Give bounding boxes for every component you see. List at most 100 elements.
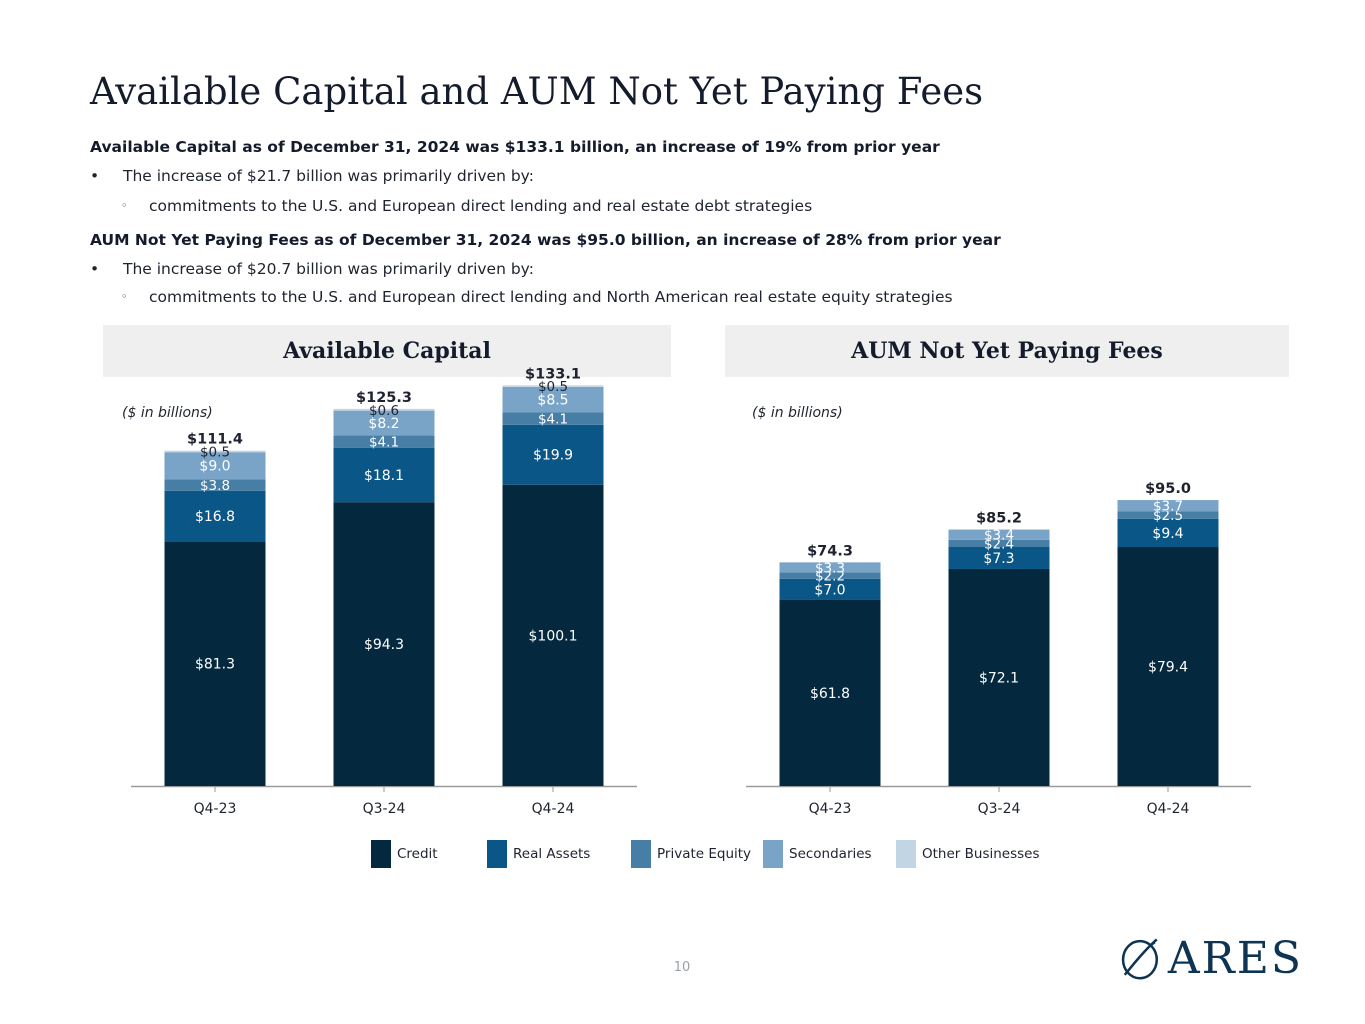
legend-item-credit: Credit (371, 840, 438, 868)
available-capital-bar-label-private-equity: $4.1 (369, 435, 399, 451)
legend-swatch (631, 840, 651, 868)
legend-swatch (371, 840, 391, 868)
available-capital-total-label: $111.4 (187, 432, 243, 448)
available-capital-bar-secondaries (502, 386, 604, 413)
available-capital-bullet: • The increase of $21.7 billion was prima… (90, 167, 534, 185)
available-capital-bar-private-equity (502, 412, 604, 425)
aum-category-label: Q3-24 (978, 801, 1021, 817)
aum-bar-label-credit: $72.1 (979, 670, 1019, 686)
bullet-mark: • (90, 260, 100, 278)
available-capital-bar-credit (164, 541, 266, 786)
aum-bar-label-credit: $79.4 (1148, 660, 1188, 676)
available-capital-bar-label-private-equity: $3.8 (200, 478, 230, 494)
aum-bar-label-real-assets: $9.4 (1152, 526, 1183, 542)
aum-bullet: • The increase of $20.7 billion was prima… (90, 260, 534, 278)
available-capital-bar-label-credit: $100.1 (529, 628, 578, 644)
available-capital-bar-label-credit: $94.3 (364, 637, 404, 653)
available-capital-bar-secondaries (164, 452, 266, 480)
aum-bar-label-private-equity: $2.4 (984, 536, 1014, 552)
aum-bar-real-assets (1117, 518, 1219, 548)
aum-bar-label-real-assets: $7.3 (983, 551, 1014, 567)
aum-panel-header: AUM Not Yet Paying Fees (725, 325, 1289, 377)
available-capital-bar-label-credit: $81.3 (195, 657, 235, 673)
aum-bar-label-private-equity: $2.5 (1153, 508, 1183, 524)
ares-logo-icon (1121, 938, 1159, 980)
legend-label: Other Businesses (922, 846, 1040, 862)
aum-category-label: Q4-24 (1147, 801, 1190, 817)
available-capital-bar-label-other-businesses: $0.6 (369, 403, 399, 419)
aum-category-label: Q4-23 (809, 801, 852, 817)
aum-bar-real-assets (779, 578, 881, 600)
ares-logo: ARES (1118, 928, 1303, 988)
available-capital-bar-label-real-assets: $16.8 (195, 509, 235, 525)
available-capital-unit-label: ($ in billions) (122, 405, 213, 421)
available-capital-bar-label-secondaries: $8.5 (537, 393, 568, 409)
sub-bullet-mark: ◦ (121, 290, 128, 303)
available-capital-bar-real-assets (333, 447, 435, 503)
legend-item-private-equity: Private Equity (631, 840, 751, 868)
available-capital-bar-label-real-assets: $18.1 (364, 468, 404, 484)
aum-total-label: $74.3 (807, 543, 853, 559)
aum-bar-credit (948, 568, 1050, 786)
aum-bar-label-credit: $61.8 (810, 686, 850, 702)
available-capital-bar-secondaries (333, 410, 435, 436)
legend-item-secondaries: Secondaries (763, 840, 872, 868)
aum-bar-secondaries (948, 529, 1050, 540)
aum-bar-private-equity (948, 539, 1050, 548)
aum-bar-credit (1117, 547, 1219, 786)
aum-summary-heading: AUM Not Yet Paying Fees as of December 3… (90, 231, 1001, 249)
available-capital-bar-real-assets (164, 490, 266, 542)
available-capital-bar-private-equity (164, 479, 266, 491)
bullet-mark: • (90, 167, 100, 185)
aum-bar-label-secondaries: $3.7 (1153, 499, 1183, 515)
page-number: 10 (673, 960, 691, 975)
aum-bar-private-equity (1117, 511, 1219, 519)
aum-bullet-text: The increase of $20.7 billion was primar… (123, 260, 534, 278)
available-capital-bar-label-other-businesses: $0.5 (538, 379, 568, 395)
legend-item-real-assets: Real Assets (487, 840, 590, 868)
available-capital-category-label: Q3-24 (363, 801, 406, 817)
aum-total-label: $95.0 (1145, 481, 1191, 497)
aum-sub-bullet-text: commitments to the U.S. and European dir… (149, 288, 953, 306)
available-capital-bullet-text: The increase of $21.7 billion was primar… (123, 167, 534, 185)
aum-bar-credit (779, 599, 881, 786)
available-capital-bar-credit (333, 502, 435, 786)
available-capital-total-label: $133.1 (525, 366, 581, 382)
ares-logo-text: ARES (1167, 932, 1303, 984)
aum-bar-label-real-assets: $7.0 (814, 582, 845, 598)
available-capital-bar-label-secondaries: $8.2 (368, 416, 399, 432)
legend-label: Private Equity (657, 846, 752, 862)
available-capital-bar-credit (502, 484, 604, 786)
aum-bar-real-assets (948, 547, 1050, 569)
aum-bar-label-secondaries: $3.4 (984, 528, 1014, 544)
aum-sub-bullet: ◦ commitments to the U.S. and European di… (121, 288, 953, 306)
aum-bar-secondaries (779, 562, 881, 573)
available-capital-bar-label-other-businesses: $0.5 (200, 444, 230, 460)
available-capital-category-label: Q4-24 (532, 801, 575, 817)
legend-swatch (763, 840, 783, 868)
available-capital-bar-label-secondaries: $9.0 (199, 459, 230, 475)
available-capital-bar-other-businesses (502, 385, 604, 387)
available-capital-summary-heading: Available Capital as of December 31, 202… (90, 138, 940, 156)
legend-label: Real Assets (513, 846, 591, 862)
aum-bar-private-equity (779, 572, 881, 579)
page-title: Available Capital and AUM Not Yet Paying… (90, 70, 984, 113)
aum-bar-label-private-equity: $2.2 (815, 569, 845, 585)
available-capital-sub-bullet: ◦ commitments to the U.S. and European di… (121, 197, 812, 215)
available-capital-bar-real-assets (502, 424, 604, 485)
aum-bar-label-secondaries: $3.3 (815, 560, 845, 576)
available-capital-category-label: Q4-23 (194, 801, 237, 817)
aum-total-label: $85.2 (976, 511, 1022, 527)
legend-swatch (896, 840, 916, 868)
legend-swatch (487, 840, 507, 868)
sub-bullet-mark: ◦ (121, 199, 128, 212)
available-capital-bar-label-real-assets: $19.9 (533, 448, 573, 464)
available-capital-bar-other-businesses (333, 408, 435, 411)
aum-unit-label: ($ in billions) (752, 405, 843, 421)
available-capital-panel-header: Available Capital (103, 325, 671, 377)
available-capital-total-label: $125.3 (356, 390, 412, 406)
available-capital-bar-label-private-equity: $4.1 (538, 412, 568, 428)
legend-label: Credit (397, 846, 438, 862)
aum-bar-secondaries (1117, 500, 1219, 512)
